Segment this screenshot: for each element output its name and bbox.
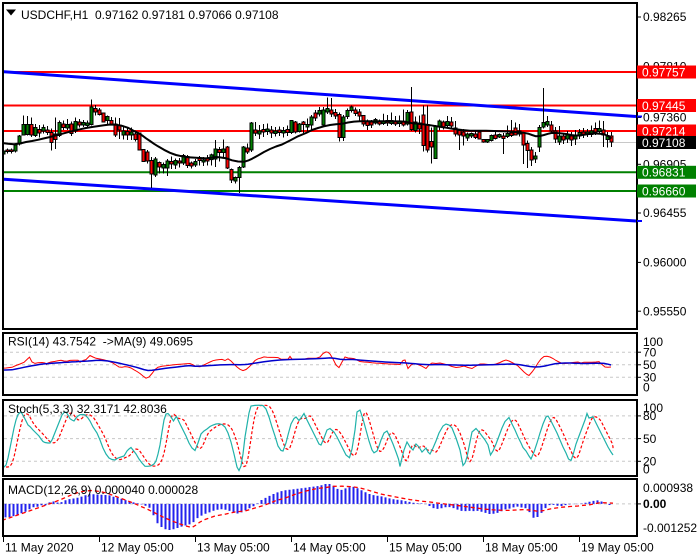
svg-text:0.97445: 0.97445 [642, 99, 686, 113]
svg-text:11 May 2020: 11 May 2020 [5, 541, 74, 555]
svg-text:100: 100 [643, 335, 663, 349]
svg-text:RSI(14) 43.7542 ->MA(9) 49.06: RSI(14) 43.7542 ->MA(9) 49.0695 [8, 335, 193, 349]
svg-text:0.96455: 0.96455 [643, 206, 687, 220]
svg-text:0.00: 0.00 [643, 497, 667, 511]
svg-text:0: 0 [643, 380, 650, 394]
svg-text:20: 20 [643, 455, 657, 469]
svg-text:13 May 05:00: 13 May 05:00 [197, 541, 270, 555]
svg-text:0.97757: 0.97757 [642, 65, 686, 79]
svg-text:80: 80 [643, 409, 657, 423]
svg-text:0.000938: 0.000938 [643, 481, 693, 495]
svg-text:0.97108: 0.97108 [642, 136, 686, 150]
svg-text:14 May 05:00: 14 May 05:00 [293, 541, 366, 555]
svg-text:MACD(12,26,9) 0.000040 0.00002: MACD(12,26,9) 0.000040 0.000028 [8, 483, 198, 497]
svg-text:70: 70 [643, 345, 657, 359]
svg-text:0.96831: 0.96831 [642, 166, 686, 180]
svg-text:0.95550: 0.95550 [643, 304, 687, 318]
svg-text:50: 50 [643, 432, 657, 446]
svg-text:0: 0 [643, 462, 650, 476]
svg-text:0.97360: 0.97360 [643, 111, 687, 125]
svg-text:-0.001252: -0.001252 [643, 521, 697, 535]
svg-text:30: 30 [643, 371, 657, 385]
svg-text:12 May 05:00: 12 May 05:00 [101, 541, 174, 555]
svg-text:15 May 05:00: 15 May 05:00 [389, 541, 462, 555]
svg-text:USDCHF,H1 0.97162 0.97181 0.9: USDCHF,H1 0.97162 0.97181 0.97066 0.9710… [21, 8, 279, 22]
svg-text:Stoch(5,3,3) 32.3171 42.8036: Stoch(5,3,3) 32.3171 42.8036 [8, 402, 167, 416]
svg-text:19 May 05:00: 19 May 05:00 [581, 541, 654, 555]
svg-text:0.96660: 0.96660 [642, 184, 686, 198]
svg-text:0.96000: 0.96000 [643, 256, 687, 270]
svg-text:100: 100 [643, 401, 663, 415]
svg-text:0.97214: 0.97214 [642, 124, 686, 138]
svg-text:50: 50 [643, 358, 657, 372]
svg-text:0.98265: 0.98265 [643, 10, 687, 24]
svg-text:18 May 05:00: 18 May 05:00 [485, 541, 558, 555]
